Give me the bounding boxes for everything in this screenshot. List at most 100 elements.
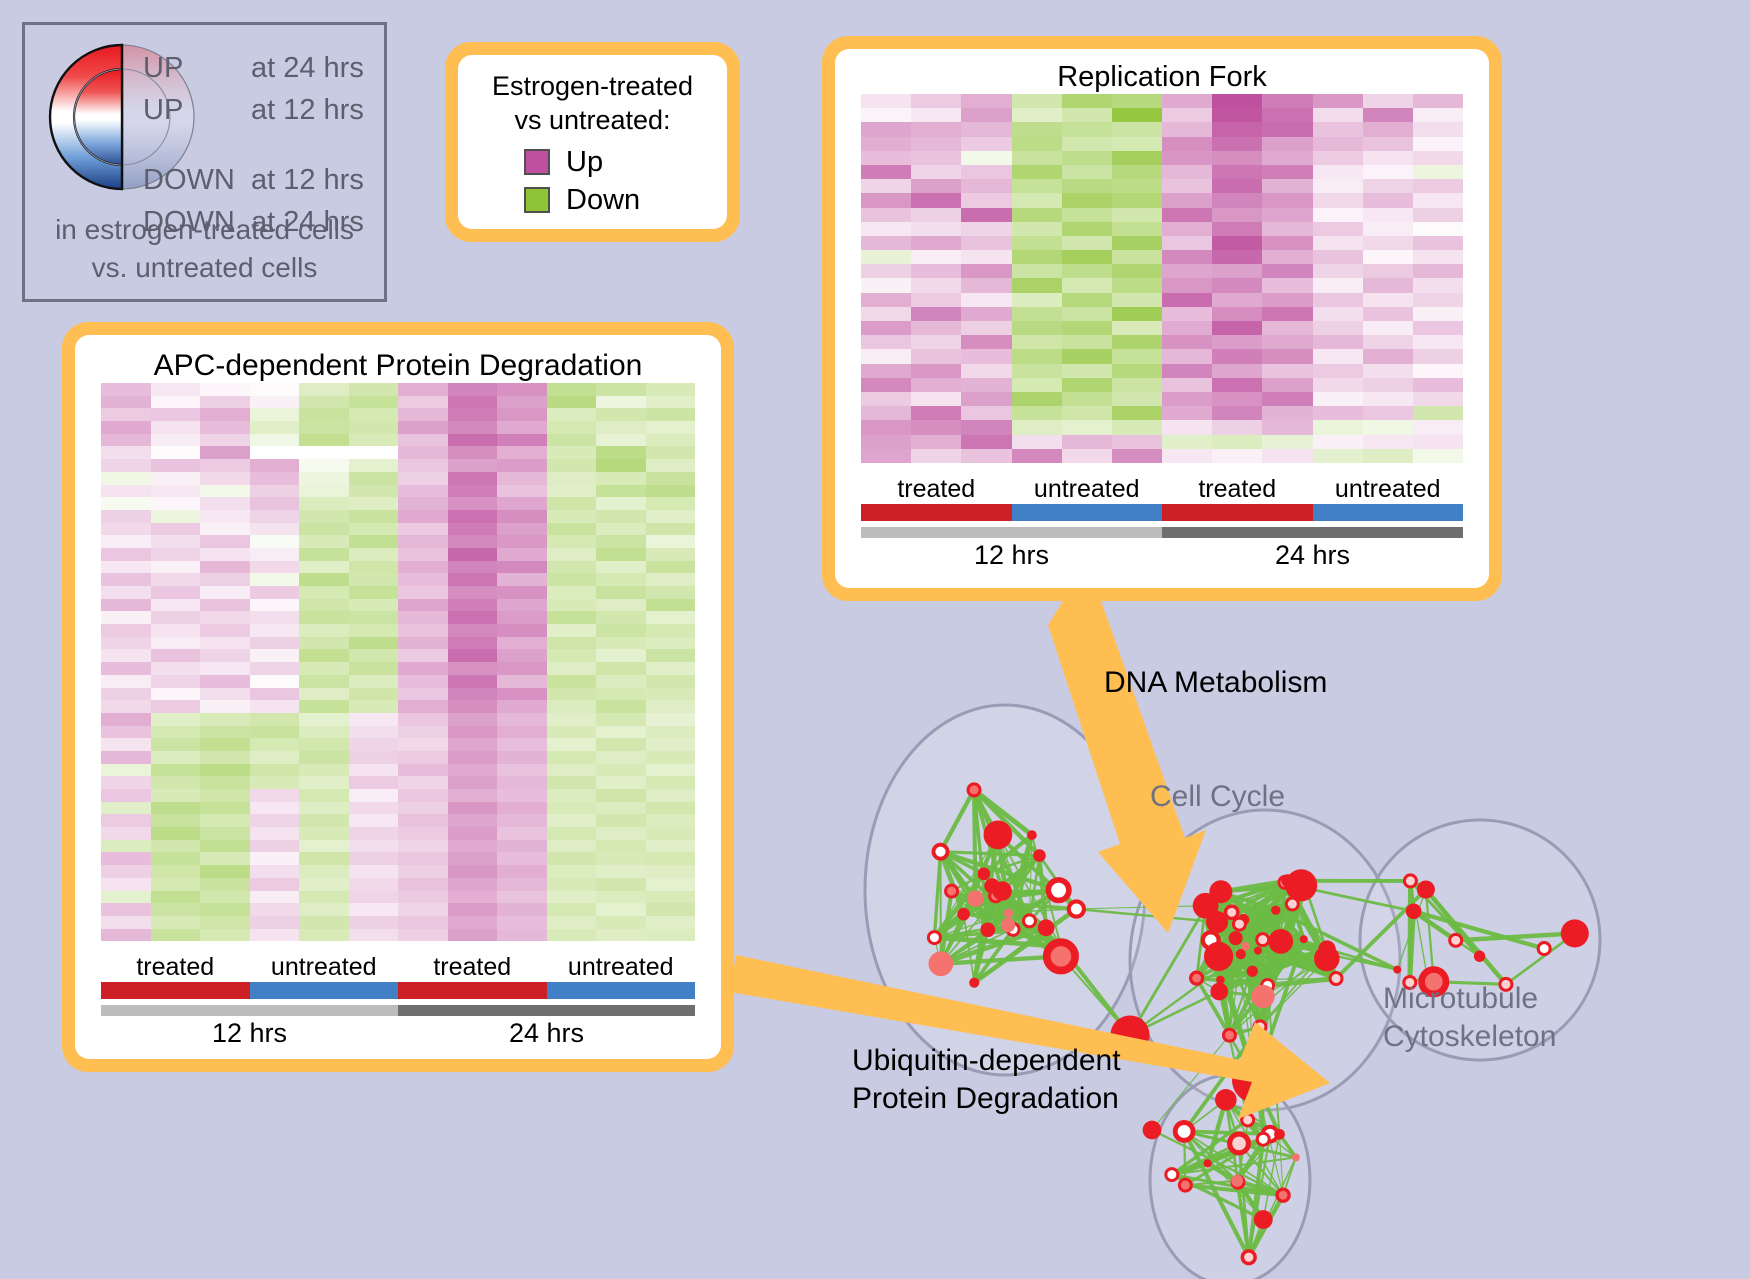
network-node[interactable]	[1246, 965, 1259, 977]
heatmap-cell	[1262, 150, 1313, 165]
network-node[interactable]	[944, 883, 960, 899]
heatmap-cell	[645, 852, 695, 866]
network-node[interactable]	[1402, 974, 1418, 990]
group-label: treated	[136, 953, 215, 982]
network-node[interactable]	[1164, 1167, 1180, 1183]
heatmap-cell	[348, 903, 398, 916]
network-node[interactable]	[1251, 984, 1275, 1009]
network-node[interactable]	[928, 951, 954, 977]
heatmap-cell	[150, 839, 200, 853]
network-node[interactable]	[1281, 874, 1295, 888]
network-edge	[1028, 855, 1041, 922]
network-node[interactable]	[1231, 916, 1247, 932]
network-node[interactable]	[1221, 1027, 1237, 1043]
heatmap-cell	[1111, 108, 1162, 123]
network-node[interactable]	[1223, 904, 1240, 921]
network-node[interactable]	[969, 977, 980, 988]
network-node[interactable]	[1172, 1120, 1196, 1143]
network-node[interactable]	[1210, 982, 1229, 1001]
network-node[interactable]	[984, 878, 1000, 894]
network-node[interactable]	[1253, 946, 1262, 955]
network-node[interactable]	[1037, 919, 1055, 937]
network-node[interactable]	[1274, 1128, 1285, 1140]
network-node[interactable]	[1240, 1249, 1257, 1266]
heatmap-cell	[596, 852, 646, 866]
heatmap-cell	[1412, 179, 1463, 194]
network-node[interactable]	[1189, 970, 1205, 986]
network-node[interactable]	[1240, 1112, 1256, 1128]
heatmap-cell	[645, 535, 695, 548]
heatmap-cell	[150, 776, 200, 789]
network-node[interactable]	[1328, 971, 1344, 987]
network-node[interactable]	[1448, 932, 1464, 948]
heatmap-cell	[447, 776, 497, 789]
network-node[interactable]	[1045, 877, 1072, 904]
network-node[interactable]	[1177, 1177, 1193, 1193]
network-node[interactable]	[1255, 932, 1271, 948]
network-node[interactable]	[1416, 880, 1435, 899]
network-node[interactable]	[966, 782, 982, 798]
network-node[interactable]	[977, 867, 991, 881]
network-node[interactable]	[1215, 1089, 1237, 1111]
network-node[interactable]	[1228, 931, 1243, 946]
network-node[interactable]	[1021, 913, 1037, 929]
network-node[interactable]	[1560, 919, 1589, 948]
network-node[interactable]	[1232, 1057, 1278, 1103]
heatmap-cell	[101, 598, 151, 612]
heatmap-cell	[1412, 207, 1463, 222]
network-node[interactable]	[1314, 945, 1340, 972]
heatmap-cell	[596, 725, 646, 739]
heatmap-cell	[497, 484, 547, 498]
network-node[interactable]	[1027, 830, 1037, 840]
network-node[interactable]	[1003, 908, 1014, 918]
network-node[interactable]	[1536, 941, 1552, 957]
network-node[interactable]	[1255, 1131, 1271, 1147]
network-node[interactable]	[1203, 941, 1234, 972]
network-node[interactable]	[1418, 966, 1450, 998]
network-node[interactable]	[1203, 1159, 1212, 1168]
heatmap-cell	[1011, 94, 1062, 109]
network-node[interactable]	[1284, 896, 1300, 912]
heatmap-cell	[1162, 335, 1213, 350]
heatmap-cell	[596, 776, 646, 789]
network-node[interactable]	[980, 922, 996, 938]
heatmap-cell	[249, 814, 299, 828]
network-node[interactable]	[1275, 1187, 1291, 1203]
network-node[interactable]	[1291, 1153, 1300, 1162]
network-node[interactable]	[1042, 938, 1079, 975]
network-node[interactable]	[1206, 911, 1229, 934]
network-node[interactable]	[957, 907, 970, 921]
heatmap-cell	[645, 395, 695, 409]
heatmap-cell	[861, 122, 912, 137]
network-node[interactable]	[1252, 1019, 1268, 1035]
network-node[interactable]	[967, 890, 984, 907]
network-node[interactable]	[1299, 935, 1308, 944]
network-node[interactable]	[1271, 905, 1281, 915]
network-node[interactable]	[1297, 879, 1315, 897]
network-node[interactable]	[1402, 873, 1418, 889]
network-node[interactable]	[1241, 941, 1250, 951]
network-node[interactable]	[1235, 949, 1246, 960]
network-node[interactable]	[926, 930, 942, 946]
network-node[interactable]	[1393, 965, 1402, 974]
heatmap-cell	[497, 383, 547, 396]
network-node[interactable]	[1268, 928, 1294, 954]
heatmap-cell	[911, 122, 962, 137]
network-node[interactable]	[1498, 976, 1514, 992]
network-node[interactable]	[1066, 899, 1087, 919]
network-node[interactable]	[1405, 903, 1422, 920]
network-node[interactable]	[1231, 1174, 1244, 1187]
network-node[interactable]	[1253, 1210, 1273, 1230]
network-node[interactable]	[931, 842, 950, 861]
heatmap-cell	[497, 624, 547, 637]
network-node[interactable]	[1033, 849, 1046, 862]
heatmap-cell	[861, 221, 912, 236]
heatmap-cell	[596, 636, 646, 650]
network-node[interactable]	[983, 820, 1013, 850]
heatmap-cell	[961, 235, 1012, 251]
network-node[interactable]	[1473, 950, 1486, 962]
network-node[interactable]	[1001, 918, 1016, 933]
heatmap-cell	[1312, 164, 1363, 180]
network-node[interactable]	[1227, 1131, 1251, 1156]
network-node[interactable]	[1142, 1120, 1162, 1140]
